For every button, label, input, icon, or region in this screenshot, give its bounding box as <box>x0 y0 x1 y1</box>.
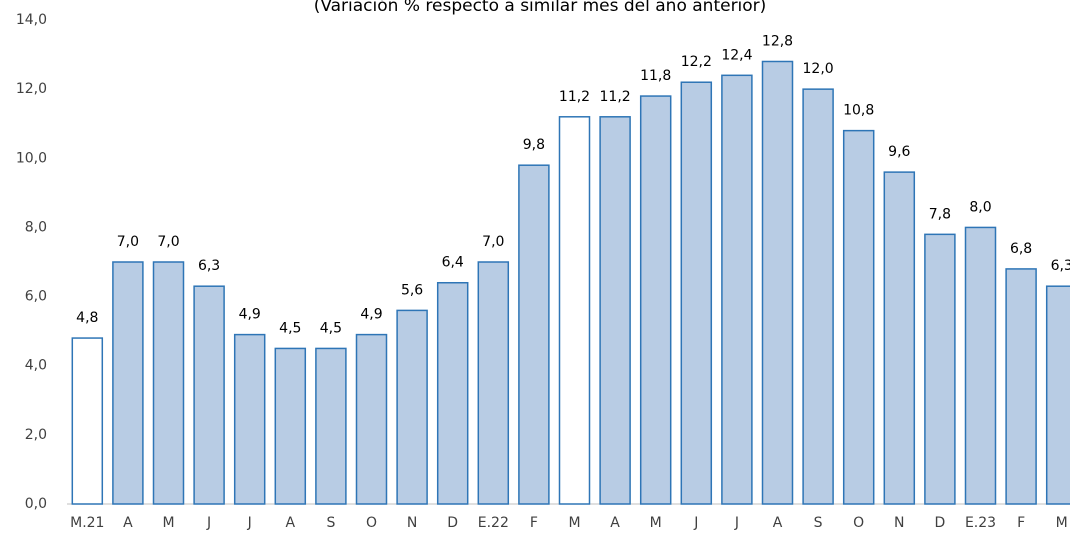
y-tick-label: 8,0 <box>25 219 47 235</box>
x-tick-label: M <box>162 515 174 531</box>
value-label: 6,4 <box>442 255 464 271</box>
x-tick-label: A <box>123 515 133 531</box>
value-label: 11,2 <box>600 89 631 105</box>
value-label: 12,4 <box>721 47 752 63</box>
bar <box>761 60 794 505</box>
chart-subtitle: (Variación % respecto a similar mes del … <box>314 0 767 16</box>
y-tick-label: 0,0 <box>25 496 47 512</box>
x-tick-label: N <box>894 515 904 531</box>
x-tick-label: M <box>650 515 662 531</box>
bar <box>599 116 631 505</box>
value-label: 12,0 <box>803 61 834 77</box>
value-label: 4,9 <box>239 307 261 323</box>
value-label: 6,3 <box>198 258 220 274</box>
x-tick-label: M.21 <box>70 515 104 531</box>
x-tick-label: N <box>407 515 417 531</box>
bar <box>883 171 916 505</box>
y-tick-label: 12,0 <box>16 81 47 97</box>
x-tick-label: E.22 <box>478 515 509 531</box>
value-label: 12,8 <box>762 33 793 49</box>
value-label: 11,8 <box>640 68 671 84</box>
value-label: 4,5 <box>279 320 301 336</box>
x-tick-label: J <box>734 515 739 531</box>
bar <box>396 309 428 505</box>
bar <box>233 333 266 505</box>
value-label: 5,6 <box>401 282 423 298</box>
value-label: 7,8 <box>929 206 951 222</box>
bar <box>842 129 875 505</box>
value-label: 6,8 <box>1010 241 1032 257</box>
x-tick-label: J <box>693 515 698 531</box>
bar <box>924 233 956 505</box>
value-label: 12,2 <box>681 54 712 70</box>
value-label: 4,9 <box>360 307 382 323</box>
bar <box>355 333 388 505</box>
x-tick-label: M <box>568 515 580 531</box>
x-tick-label: S <box>326 515 335 531</box>
x-tick-label: A <box>610 515 620 531</box>
bar <box>71 337 104 505</box>
bar <box>518 164 550 505</box>
x-tick-label: A <box>773 515 783 531</box>
x-tick-label: F <box>530 515 538 531</box>
x-tick-label: D <box>447 515 458 531</box>
x-tick-label: J <box>206 515 211 531</box>
x-tick-label: F <box>1017 515 1025 531</box>
value-label: 4,8 <box>76 310 98 326</box>
bar <box>721 74 753 505</box>
x-tick-label: A <box>286 515 296 531</box>
bar <box>964 226 997 505</box>
value-label: 10,8 <box>843 103 874 119</box>
bar <box>802 88 834 505</box>
value-label: 9,8 <box>523 137 545 153</box>
x-tick-label: E.23 <box>965 515 996 531</box>
y-tick-label: 4,0 <box>25 358 47 374</box>
value-label: 9,6 <box>888 144 910 160</box>
bar <box>152 261 185 505</box>
x-tick-label: S <box>814 515 823 531</box>
x-tick-label: M <box>1056 515 1068 531</box>
x-tick-label: O <box>366 515 377 531</box>
bar <box>436 281 469 505</box>
bar <box>477 261 510 505</box>
value-label: 4,5 <box>320 320 342 336</box>
x-tick-label: D <box>935 515 946 531</box>
bar <box>315 347 347 505</box>
y-tick-label: 14,0 <box>16 12 47 28</box>
value-label: 7,0 <box>482 234 504 250</box>
bar <box>274 347 307 505</box>
bar <box>680 81 713 505</box>
value-label: 6,3 <box>1051 258 1070 274</box>
x-tick-label: O <box>853 515 864 531</box>
y-tick-label: 10,0 <box>16 150 47 166</box>
y-tick-label: 6,0 <box>25 289 47 305</box>
bar <box>1045 285 1070 505</box>
bar <box>193 285 225 505</box>
value-label: 8,0 <box>969 199 991 215</box>
x-tick-label: J <box>247 515 252 531</box>
bar <box>558 116 591 505</box>
bar <box>639 95 672 505</box>
value-label: 11,2 <box>559 89 590 105</box>
bar <box>112 261 144 505</box>
value-label: 7,0 <box>157 234 179 250</box>
bar <box>1005 268 1037 505</box>
value-label: 7,0 <box>117 234 139 250</box>
y-tick-label: 2,0 <box>25 427 47 443</box>
